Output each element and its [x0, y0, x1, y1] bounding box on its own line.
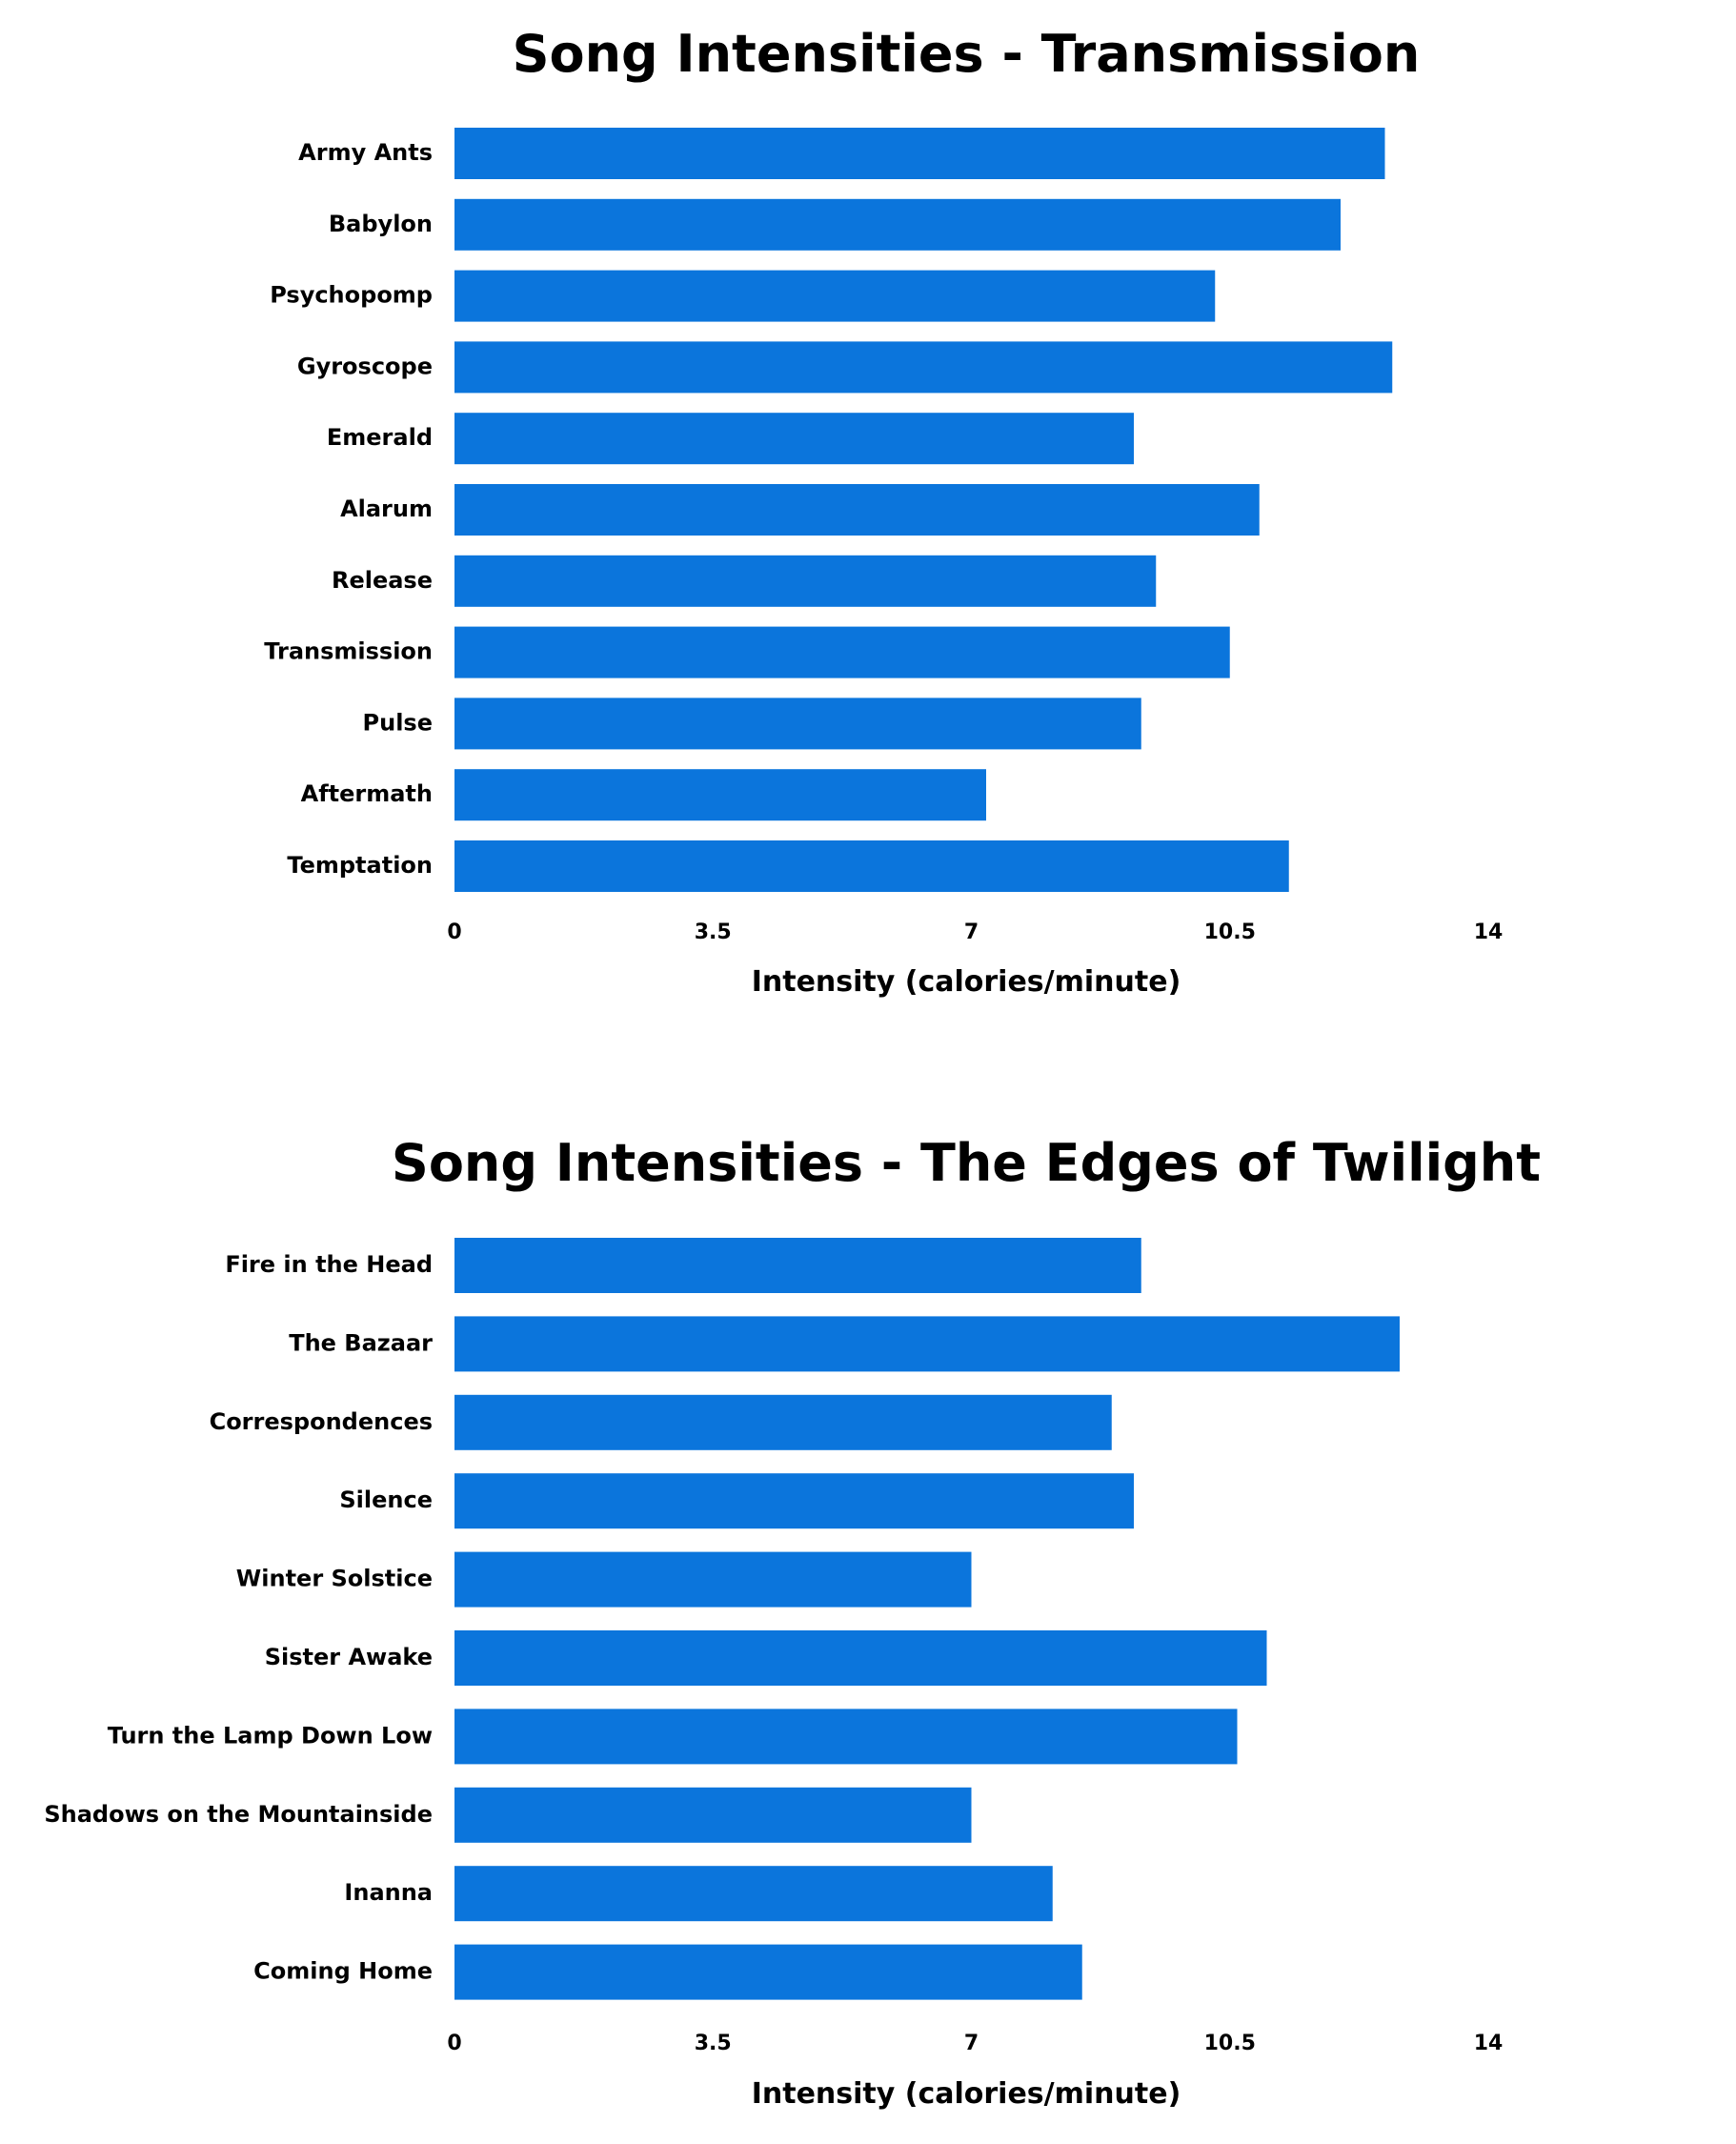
x-tick-label: 7	[964, 920, 979, 944]
category-label: Silence	[339, 1487, 433, 1513]
x-tick-label: 3.5	[695, 2032, 732, 2055]
category-label: Pulse	[363, 709, 433, 736]
category-label: Transmission	[264, 638, 433, 665]
category-label: Release	[332, 567, 433, 594]
bar-group	[454, 1238, 1400, 2000]
category-label: Temptation	[287, 852, 433, 879]
bar-alarum	[454, 484, 1260, 536]
bar-correspondences	[454, 1394, 1112, 1450]
category-label: Army Ants	[298, 139, 433, 166]
bar-inanna	[454, 1866, 1053, 1922]
category-label: Psychopomp	[270, 282, 433, 309]
x-tick-label: 0	[447, 2032, 461, 2055]
category-label: Emerald	[327, 424, 433, 451]
x-axis-title: Intensity (calories/minute)	[752, 965, 1181, 999]
category-label: Coming Home	[253, 1958, 433, 1985]
category-labels: Army Ants Babylon Psychopomp Gyroscope Emera…	[264, 139, 433, 879]
x-tick-label: 0	[447, 920, 461, 944]
category-label: Sister Awake	[265, 1644, 433, 1670]
bar-aftermath	[454, 769, 986, 821]
x-tick-labels: 0 3.5 7 10.5 14	[447, 920, 1503, 944]
bar-babylon	[454, 198, 1341, 251]
category-label: The Bazaar	[289, 1329, 433, 1356]
x-tick-labels: 0 3.5 7 10.5 14	[447, 2032, 1503, 2055]
bar-pulse	[454, 698, 1141, 750]
edges-of-twilight-chart: Song Intensities - The Edges of Twilight…	[44, 1133, 1541, 2111]
bar-emerald	[454, 413, 1134, 465]
bar-coming-home	[454, 1944, 1082, 2000]
category-labels: Fire in the Head The Bazaar Correspondence…	[44, 1251, 433, 1985]
category-label: Babylon	[329, 211, 433, 237]
bar-turn-the-lamp-down-low	[454, 1709, 1238, 1765]
bar-gyroscope	[454, 341, 1393, 394]
chart-title: Song Intensities - Transmission	[513, 24, 1421, 84]
bar-fire-in-the-head	[454, 1238, 1141, 1293]
category-label: Alarum	[340, 496, 433, 522]
x-tick-label: 10.5	[1204, 920, 1256, 944]
category-label: Turn the Lamp Down Low	[108, 1722, 433, 1749]
bar-army-ants	[454, 128, 1385, 179]
category-label: Winter Solstice	[236, 1566, 433, 1592]
category-label: Aftermath	[301, 780, 433, 807]
x-tick-label: 3.5	[695, 920, 732, 944]
bar-the-bazaar	[454, 1316, 1400, 1372]
chart-title: Song Intensities - The Edges of Twilight	[392, 1133, 1541, 1193]
category-label: Fire in the Head	[225, 1251, 433, 1278]
x-tick-label: 10.5	[1204, 2032, 1256, 2055]
x-tick-label: 7	[964, 2032, 979, 2055]
bar-temptation	[454, 840, 1289, 892]
category-label: Gyroscope	[297, 353, 433, 379]
category-label: Shadows on the Mountainside	[44, 1801, 433, 1828]
bar-transmission	[454, 626, 1230, 678]
bar-shadows-on-the-mountainside	[454, 1787, 972, 1843]
bar-psychopomp	[454, 270, 1216, 322]
x-tick-label: 14	[1474, 920, 1504, 944]
category-label: Inanna	[344, 1879, 433, 1906]
x-tick-label: 14	[1474, 2032, 1504, 2055]
bar-winter-solstice	[454, 1551, 972, 1608]
bar-release	[454, 555, 1157, 607]
bar-sister-awake	[454, 1630, 1267, 1686]
bar-silence	[454, 1473, 1134, 1529]
x-axis-title: Intensity (calories/minute)	[752, 2077, 1181, 2111]
transmission-chart: Song Intensities - Transmission Army Ant…	[264, 24, 1503, 999]
bar-group	[454, 128, 1393, 892]
category-label: Correspondences	[210, 1408, 433, 1435]
